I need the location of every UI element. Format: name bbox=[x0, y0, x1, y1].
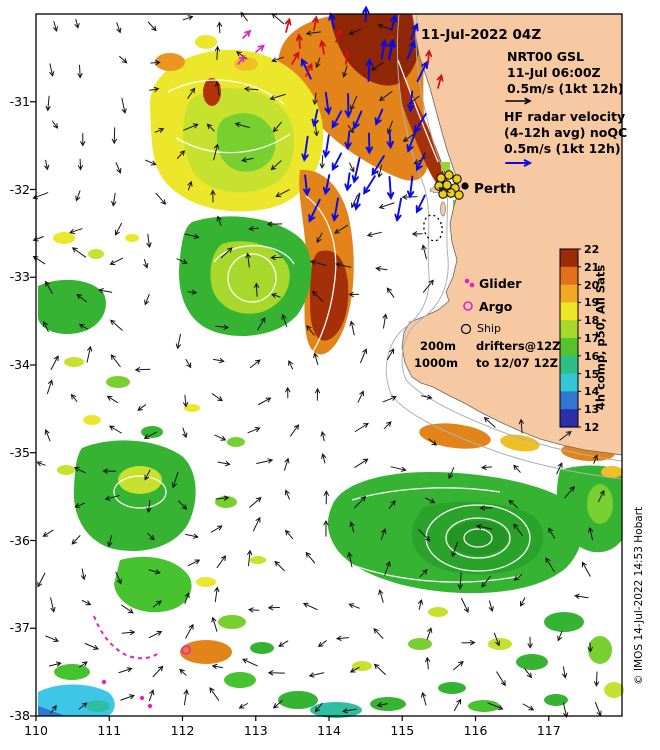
colorbar bbox=[559, 248, 581, 428]
isobath-200m-label: 200m bbox=[420, 339, 456, 353]
y-axis-tick-label: -34 bbox=[9, 357, 30, 372]
x-axis-tick-label: 114 bbox=[317, 723, 341, 738]
model-velocity-vectors bbox=[32, 11, 605, 718]
colorbar-tick: 19 bbox=[584, 296, 600, 310]
x-axis-tick-label: 112 bbox=[170, 723, 195, 738]
argo-label: Argo bbox=[479, 299, 513, 314]
drifters-label-1: drifters@12Z bbox=[476, 339, 561, 353]
perth-marker bbox=[461, 182, 469, 190]
drifters-label-2: to 12/07 12Z bbox=[476, 356, 558, 370]
glider-label: Glider bbox=[479, 276, 522, 291]
axis-ticks bbox=[30, 101, 550, 721]
colorbar-tick: 16 bbox=[584, 349, 600, 363]
argo-float-marker bbox=[181, 645, 191, 655]
model-name-label: NRT00 GSL bbox=[507, 49, 585, 64]
model-scale-label: 0.5m/s (1kt 12h) bbox=[507, 81, 624, 96]
ssh-contours bbox=[113, 59, 531, 583]
glider-legend-dot bbox=[469, 282, 475, 288]
colorbar-tick: 15 bbox=[584, 367, 600, 381]
x-axis-tick-label: 113 bbox=[243, 723, 268, 738]
isobath-200m-line bbox=[401, 13, 623, 462]
y-axis-tick-label: -31 bbox=[9, 93, 30, 109]
island-garden bbox=[440, 201, 446, 217]
y-axis-tick-label: -33 bbox=[9, 269, 30, 285]
isobath-1000m-label: 1000m bbox=[414, 356, 458, 370]
glider-track bbox=[93, 615, 161, 660]
colorbar-tick: 18 bbox=[584, 314, 600, 328]
colorbar-tick: 21 bbox=[584, 260, 600, 274]
x-axis-tick-label: 115 bbox=[390, 723, 415, 738]
x-axis-tick-label: 111 bbox=[97, 723, 122, 738]
perth-label: Perth bbox=[474, 181, 516, 197]
x-axis-tick-label: 116 bbox=[463, 723, 488, 738]
model-time-label: 11-Jul 06:00Z bbox=[507, 65, 601, 80]
glider-dot bbox=[139, 695, 145, 701]
y-axis-tick-label: -35 bbox=[9, 444, 30, 460]
hf-radar-label-2: (4-12h avg) noQC bbox=[504, 125, 628, 140]
hf-scale-label: 0.5m/s (1kt 12h) bbox=[504, 141, 621, 156]
x-axis-tick-label: 117 bbox=[536, 723, 561, 738]
map-datetime-label: 11-Jul-2022 04Z bbox=[421, 27, 542, 43]
x-axis-tick-label: 110 bbox=[24, 723, 48, 738]
ship-label: Ship bbox=[477, 322, 501, 335]
credit-text: © IMOS 14-Jul-2022 14:53 Hobart bbox=[633, 506, 646, 685]
colorbar-tick: 12 bbox=[584, 421, 600, 434]
y-axis-tick-label: -36 bbox=[9, 532, 30, 548]
glider-dot bbox=[101, 679, 107, 685]
argo-legend-marker bbox=[463, 301, 473, 311]
colorbar-tick: 17 bbox=[584, 332, 600, 345]
colorbar-tick: 14 bbox=[584, 385, 600, 399]
hf-radar-label-1: HF radar velocity bbox=[504, 109, 626, 124]
y-axis-tick-label: -32 bbox=[9, 181, 30, 197]
glider-legend-dot bbox=[464, 278, 470, 284]
drifter-track-ellipse bbox=[423, 214, 443, 242]
ship-legend-marker bbox=[460, 323, 472, 335]
glider-dot bbox=[147, 703, 153, 709]
y-axis-tick-label: -37 bbox=[9, 620, 30, 636]
y-axis-tick-label: -38 bbox=[9, 708, 30, 723]
colorbar-tick: 22 bbox=[584, 243, 600, 256]
colorbar-tick: 13 bbox=[584, 403, 600, 417]
colorbar-tick: 20 bbox=[584, 278, 600, 292]
